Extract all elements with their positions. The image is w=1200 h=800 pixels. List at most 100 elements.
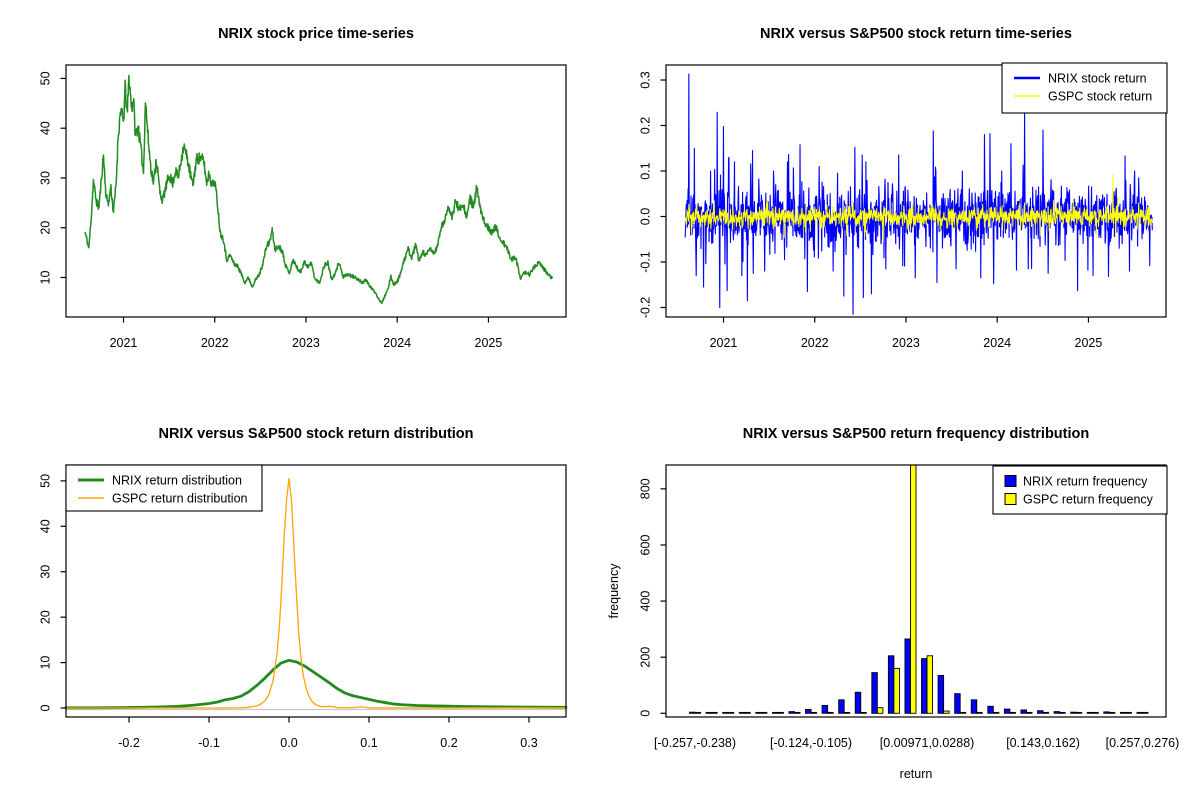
gspc-freq-bar bbox=[1059, 711, 1066, 714]
gspc-freq-bar bbox=[760, 711, 768, 714]
chart-nrix-price-timeseries: 10 20 30 40 50 2021 2022 2023 2024 2025 NRIX stock… bbox=[38, 26, 567, 350]
gspc-freq-bar bbox=[1125, 711, 1132, 714]
nrix-freq-bar bbox=[1003, 708, 1011, 714]
chart-nrix-vs-sp500-return-frequency: 0 200 400 600 800 NRIX versus S&P500 return f… bbox=[607, 426, 1180, 781]
y-tick-label: 20 bbox=[38, 610, 52, 624]
bin-label: [-0.257,-0.238) bbox=[654, 736, 736, 750]
y-tick-label: 0.1 bbox=[638, 162, 652, 179]
x-tick-label: 0.0 bbox=[280, 736, 297, 750]
bin-label: [0.143,0.162) bbox=[1006, 736, 1080, 750]
chart-title: NRIX stock price time-series bbox=[218, 26, 414, 42]
x-tick-label: 2024 bbox=[383, 336, 411, 350]
gspc-density-curve bbox=[65, 477, 567, 709]
nrix-freq-bar bbox=[689, 711, 696, 714]
nrix-freq-bar bbox=[854, 691, 862, 714]
legend-label: GSPC return frequency bbox=[1023, 492, 1154, 506]
bin-label: [0.00971,0.0288) bbox=[880, 736, 975, 750]
chart-nrix-vs-sp500-return-distribution: 0 10 20 30 40 50 -0.2 -0.1 0.0 0.1 0.2 0.3 NRIX vers… bbox=[38, 426, 568, 750]
gspc-freq-bar bbox=[910, 464, 917, 714]
gspc-freq-bar bbox=[1042, 711, 1050, 714]
legend-box bbox=[1001, 62, 1168, 114]
gspc-freq-bar bbox=[727, 711, 735, 714]
gspc-freq-bar bbox=[711, 711, 718, 714]
gspc-freq-bar bbox=[959, 711, 967, 714]
nrix-freq-bar bbox=[1086, 711, 1094, 714]
nrix-freq-bar bbox=[1020, 709, 1027, 714]
legend-label: GSPC return distribution bbox=[112, 491, 248, 505]
gspc-freq-bar bbox=[1142, 711, 1149, 714]
nrix-freq-bar bbox=[1136, 711, 1143, 714]
x-tick-label: -0.1 bbox=[198, 736, 220, 750]
nrix-freq-bar bbox=[738, 711, 746, 714]
nrix-freq-bar bbox=[755, 711, 762, 714]
legend-label: NRIX stock return bbox=[1048, 71, 1147, 85]
nrix-freq-bar bbox=[805, 708, 812, 714]
nrix-freq-bar bbox=[987, 705, 994, 714]
y-tick-label: 40 bbox=[38, 121, 52, 135]
nrix-freq-bar bbox=[722, 711, 729, 714]
nrix-freq-bar bbox=[1119, 711, 1127, 714]
x-tick-label: 2024 bbox=[983, 336, 1011, 350]
y-tick-label: 0 bbox=[638, 710, 652, 717]
nrix-freq-bar bbox=[904, 638, 911, 714]
y-tick-label: 800 bbox=[638, 478, 652, 499]
bin-label: [0.257,0.276) bbox=[1106, 736, 1180, 750]
plot-box bbox=[65, 64, 567, 318]
gspc-freq-bar bbox=[794, 711, 801, 714]
gspc-freq-bar bbox=[943, 710, 950, 714]
gspc-freq-bar bbox=[777, 711, 784, 714]
nrix-freq-bar bbox=[1037, 710, 1044, 714]
gspc-freq-bar bbox=[694, 711, 702, 714]
legend-swatch bbox=[1004, 475, 1017, 487]
y-tick-label: 30 bbox=[38, 565, 52, 579]
y-tick-label: 400 bbox=[638, 591, 652, 612]
plot-box bbox=[665, 464, 1167, 718]
y-tick-label: -0.1 bbox=[638, 251, 652, 273]
x-tick-label: 2023 bbox=[892, 336, 920, 350]
x-tick-label: -0.2 bbox=[118, 736, 140, 750]
y-tick-label: 20 bbox=[38, 221, 52, 235]
gspc-freq-bar bbox=[810, 711, 818, 714]
bin-label: [-0.124,-0.105) bbox=[770, 736, 852, 750]
x-axis-title: return bbox=[900, 767, 933, 781]
y-tick-label: 10 bbox=[38, 656, 52, 670]
y-tick-label: 0.3 bbox=[638, 71, 652, 88]
nrix-freq-bar bbox=[1070, 711, 1077, 714]
y-tick-label: 0.2 bbox=[638, 117, 652, 134]
plot-box bbox=[65, 464, 567, 718]
legend-box bbox=[65, 464, 263, 512]
x-tick-label: 0.1 bbox=[360, 736, 377, 750]
gspc-freq-bar bbox=[1026, 711, 1033, 714]
gspc-freq-bar bbox=[926, 655, 934, 714]
nrix-density-curve bbox=[64, 658, 568, 710]
y-tick-label: 50 bbox=[38, 71, 52, 85]
nrix-freq-bar bbox=[705, 711, 713, 714]
nrix-freq-bar bbox=[970, 699, 978, 714]
gspc-freq-bar bbox=[1009, 711, 1016, 714]
gspc-freq-bar bbox=[976, 711, 983, 714]
y-tick-label: 200 bbox=[638, 647, 652, 668]
gspc-freq-bar bbox=[876, 707, 884, 714]
gspc-return-line bbox=[684, 174, 1153, 243]
x-tick-label: 0.3 bbox=[520, 736, 537, 750]
legend-label: GSPC stock return bbox=[1048, 89, 1152, 103]
x-tick-label: 2022 bbox=[801, 336, 829, 350]
nrix-freq-bar bbox=[788, 711, 795, 714]
nrix-freq-bar bbox=[821, 704, 829, 714]
nrix-freq-bar bbox=[937, 674, 945, 714]
x-tick-label: 2025 bbox=[1075, 336, 1103, 350]
chart-title: NRIX versus S&P500 stock return distribu… bbox=[158, 426, 473, 442]
gspc-freq-bar bbox=[992, 711, 1000, 714]
legend-label: NRIX return frequency bbox=[1023, 474, 1148, 488]
nrix-freq-bar bbox=[871, 672, 878, 714]
gspc-freq-bar bbox=[860, 711, 867, 714]
gspc-freq-bar bbox=[744, 711, 751, 714]
y-tick-label: 600 bbox=[638, 535, 652, 556]
legend-swatch bbox=[1004, 493, 1017, 505]
nrix-freq-bar bbox=[838, 699, 845, 714]
gspc-freq-bar bbox=[1092, 711, 1099, 714]
chart-title: NRIX versus S&P500 return frequency dist… bbox=[743, 426, 1089, 442]
plot-box bbox=[665, 64, 1167, 318]
y-tick-label: -0.2 bbox=[638, 297, 652, 319]
